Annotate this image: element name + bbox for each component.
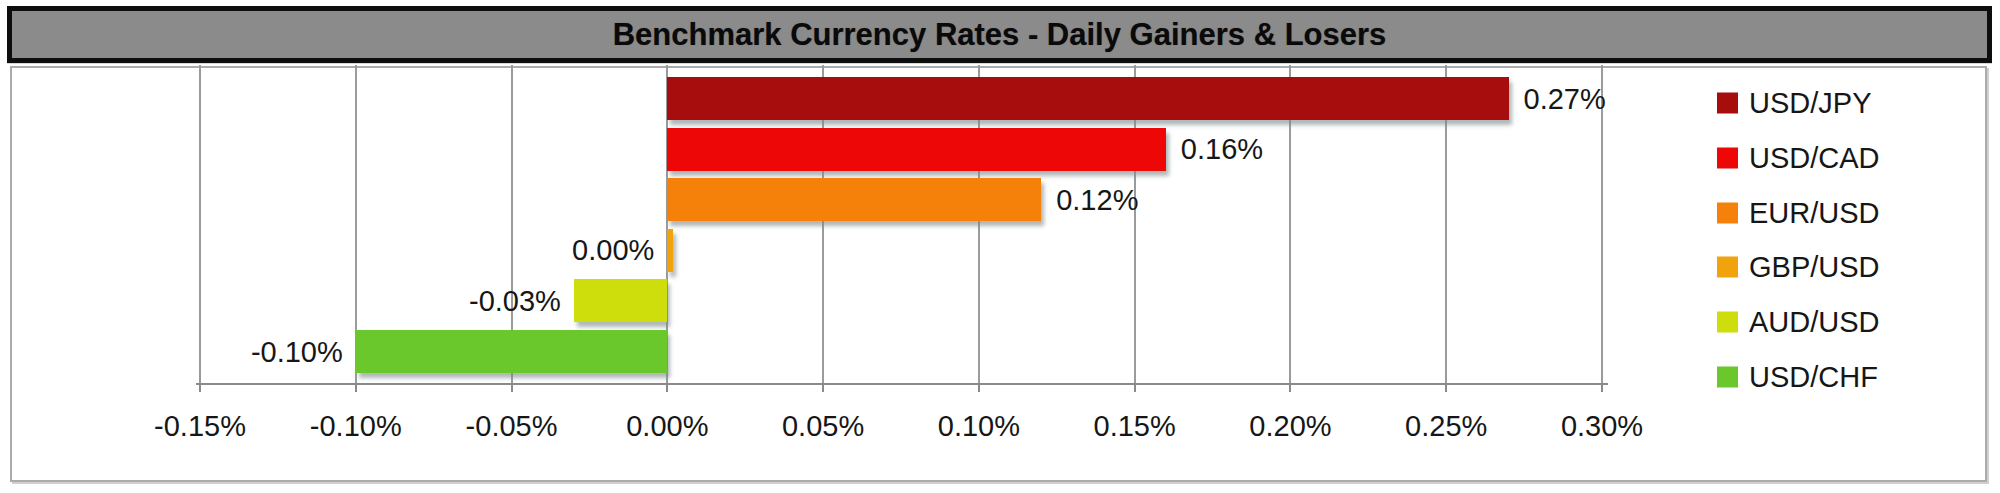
legend-swatch-icon bbox=[1717, 93, 1738, 114]
legend-swatch-icon bbox=[1717, 367, 1738, 388]
legend-label: USD/JPY bbox=[1749, 87, 1871, 120]
chart-title: Benchmark Currency Rates - Daily Gainers… bbox=[613, 17, 1387, 53]
legend-swatch-icon bbox=[1717, 257, 1738, 278]
chart-frame bbox=[10, 66, 1987, 482]
chart-title-bar: Benchmark Currency Rates - Daily Gainers… bbox=[7, 6, 1992, 63]
legend-swatch-icon bbox=[1717, 202, 1738, 223]
legend-item-usd-jpy: USD/JPY bbox=[1717, 87, 1871, 120]
currency-rates-chart: Benchmark Currency Rates - Daily Gainers… bbox=[0, 0, 2000, 493]
legend-label: EUR/USD bbox=[1749, 196, 1880, 229]
legend-item-gbp-usd: GBP/USD bbox=[1717, 251, 1880, 284]
legend-label: USD/CAD bbox=[1749, 141, 1880, 174]
legend-swatch-icon bbox=[1717, 312, 1738, 333]
legend-item-aud-usd: AUD/USD bbox=[1717, 306, 1880, 339]
legend-label: USD/CHF bbox=[1749, 361, 1878, 394]
legend-label: AUD/USD bbox=[1749, 306, 1880, 339]
legend-swatch-icon bbox=[1717, 147, 1738, 168]
legend-item-usd-cad: USD/CAD bbox=[1717, 141, 1880, 174]
legend-label: GBP/USD bbox=[1749, 251, 1880, 284]
legend-item-usd-chf: USD/CHF bbox=[1717, 361, 1878, 394]
legend: USD/JPY USD/CAD EUR/USD GBP/USD AUD/USD USD/C… bbox=[1712, 66, 1982, 426]
legend-item-eur-usd: EUR/USD bbox=[1717, 196, 1880, 229]
